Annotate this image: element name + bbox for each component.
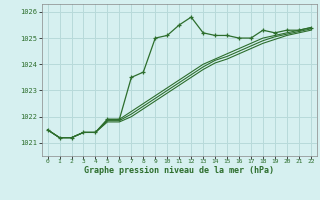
- X-axis label: Graphe pression niveau de la mer (hPa): Graphe pression niveau de la mer (hPa): [84, 166, 274, 175]
